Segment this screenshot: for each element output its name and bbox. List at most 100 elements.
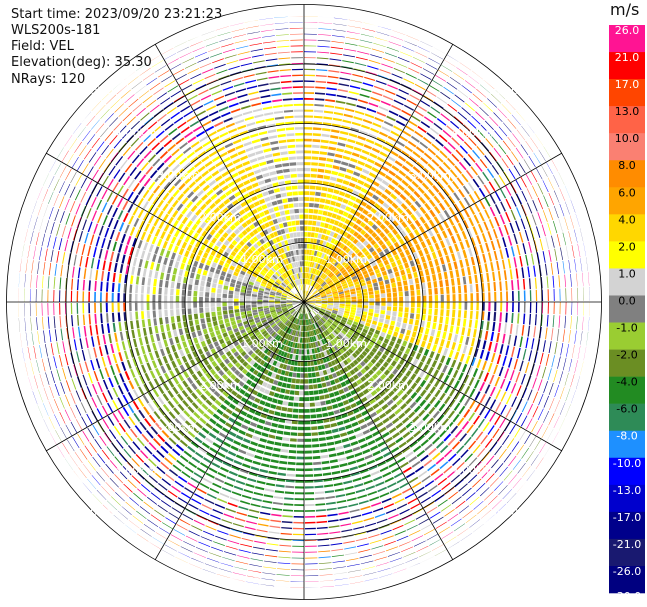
velocity-gate bbox=[258, 418, 266, 424]
velocity-gate bbox=[115, 231, 121, 242]
velocity-gate bbox=[81, 349, 86, 361]
velocity-gate bbox=[347, 331, 353, 337]
velocity-gate bbox=[436, 440, 445, 449]
velocity-gate bbox=[428, 295, 433, 302]
velocity-gate bbox=[347, 280, 353, 285]
velocity-gate bbox=[396, 321, 401, 328]
velocity-gate bbox=[179, 232, 186, 240]
velocity-gate bbox=[329, 58, 342, 61]
velocity-gate bbox=[395, 62, 408, 68]
velocity-gate bbox=[181, 296, 186, 302]
velocity-gate bbox=[354, 211, 361, 217]
velocity-gate bbox=[191, 557, 204, 564]
velocity-gate bbox=[316, 328, 320, 334]
velocity-gate bbox=[37, 170, 44, 184]
velocity-gate bbox=[424, 328, 430, 335]
velocity-gate bbox=[381, 126, 391, 132]
velocity-gate bbox=[314, 269, 319, 275]
velocity-gate bbox=[346, 357, 352, 364]
velocity-gate bbox=[582, 272, 584, 287]
velocity-gate bbox=[350, 127, 360, 132]
velocity-gate bbox=[546, 429, 554, 441]
velocity-gate bbox=[42, 275, 44, 289]
velocity-gate bbox=[444, 449, 453, 458]
velocity-gate bbox=[273, 326, 279, 331]
velocity-gate bbox=[56, 223, 61, 236]
velocity-gate bbox=[474, 379, 480, 389]
velocity-gate bbox=[282, 292, 288, 296]
velocity-gate bbox=[333, 345, 339, 351]
velocity-gate bbox=[102, 379, 109, 390]
velocity-gate bbox=[526, 122, 535, 134]
velocity-gate bbox=[275, 580, 290, 582]
velocity-gate bbox=[240, 350, 247, 357]
velocity-gate bbox=[401, 323, 407, 329]
velocity-gate bbox=[401, 546, 414, 552]
velocity-gate bbox=[515, 412, 523, 424]
velocity-gate bbox=[205, 472, 215, 479]
velocity-gate bbox=[141, 285, 145, 294]
velocity-gate bbox=[331, 244, 336, 251]
velocity-gate bbox=[22, 213, 27, 227]
velocity-gate bbox=[422, 413, 430, 422]
velocity-gate bbox=[405, 208, 413, 216]
velocity-gate bbox=[53, 303, 55, 316]
velocity-gate bbox=[348, 339, 354, 345]
velocity-gate bbox=[387, 365, 394, 372]
velocity-gate bbox=[419, 370, 426, 378]
velocity-gate bbox=[62, 367, 67, 380]
velocity-gate bbox=[403, 317, 408, 324]
velocity-gate bbox=[219, 361, 226, 369]
velocity-gate bbox=[205, 247, 211, 254]
velocity-gate bbox=[355, 218, 362, 225]
velocity-gate bbox=[308, 279, 312, 285]
velocity-gate bbox=[565, 404, 571, 418]
velocity-gate bbox=[350, 326, 356, 331]
velocity-gate bbox=[353, 171, 361, 177]
velocity-gate bbox=[530, 118, 540, 130]
velocity-gate bbox=[272, 353, 277, 360]
velocity-gate bbox=[476, 482, 486, 492]
velocity-gate bbox=[433, 122, 443, 131]
velocity-gate bbox=[232, 572, 246, 576]
velocity-gate bbox=[558, 315, 561, 328]
velocity-gate bbox=[319, 443, 327, 447]
velocity-gate bbox=[129, 311, 133, 321]
velocity-gate bbox=[98, 158, 106, 170]
velocity-gate bbox=[529, 313, 532, 325]
velocity-gate bbox=[366, 354, 372, 361]
velocity-gate bbox=[218, 369, 225, 377]
velocity-gate bbox=[82, 374, 88, 386]
velocity-gate bbox=[456, 461, 465, 471]
velocity-gate bbox=[366, 177, 374, 184]
velocity-gate bbox=[205, 286, 210, 292]
velocity-gate bbox=[398, 541, 411, 547]
velocity-gate bbox=[420, 73, 432, 80]
velocity-gate bbox=[147, 318, 152, 327]
velocity-gate bbox=[396, 371, 404, 379]
velocity-gate bbox=[534, 438, 542, 451]
velocity-gate bbox=[413, 229, 420, 237]
velocity-gate bbox=[455, 149, 464, 158]
velocity-gate bbox=[334, 319, 340, 325]
velocity-gate bbox=[31, 260, 34, 274]
velocity-gate bbox=[201, 427, 210, 435]
velocity-gate bbox=[367, 220, 374, 227]
velocity-gate bbox=[254, 455, 263, 460]
velocity-gate bbox=[452, 225, 459, 234]
velocity-gate bbox=[431, 251, 437, 260]
velocity-gate bbox=[241, 494, 252, 500]
velocity-gate bbox=[362, 429, 371, 435]
velocity-gate bbox=[60, 328, 64, 341]
velocity-gate bbox=[204, 302, 209, 308]
velocity-gate bbox=[225, 545, 238, 550]
velocity-gate bbox=[265, 445, 274, 451]
velocity-gate bbox=[333, 17, 348, 20]
velocity-gate bbox=[283, 503, 294, 506]
velocity-gate bbox=[234, 362, 241, 368]
velocity-gate bbox=[157, 504, 168, 513]
velocity-gate bbox=[39, 373, 44, 387]
velocity-gate bbox=[452, 294, 456, 302]
velocity-gate bbox=[260, 511, 271, 516]
velocity-gate bbox=[70, 407, 76, 419]
